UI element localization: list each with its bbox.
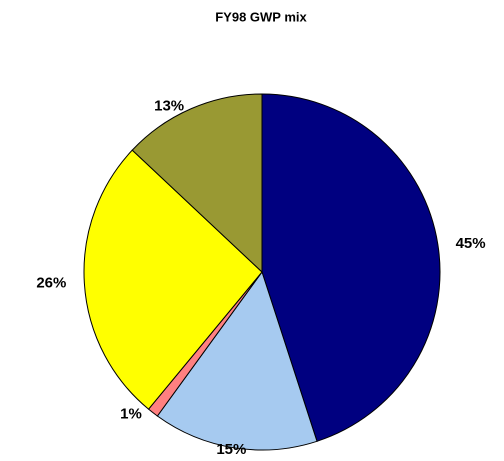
data-label: 15% bbox=[216, 441, 246, 458]
pie-slice bbox=[156, 270, 318, 451]
pie-slice bbox=[261, 93, 441, 442]
chart-title: FY98 GWP mix bbox=[215, 9, 307, 24]
pie-slice bbox=[83, 149, 263, 410]
pie-slice bbox=[131, 93, 263, 274]
data-label: 26% bbox=[36, 274, 66, 291]
data-label: 13% bbox=[154, 97, 184, 114]
data-label: 45% bbox=[456, 235, 486, 252]
data-label: 1% bbox=[120, 405, 142, 422]
